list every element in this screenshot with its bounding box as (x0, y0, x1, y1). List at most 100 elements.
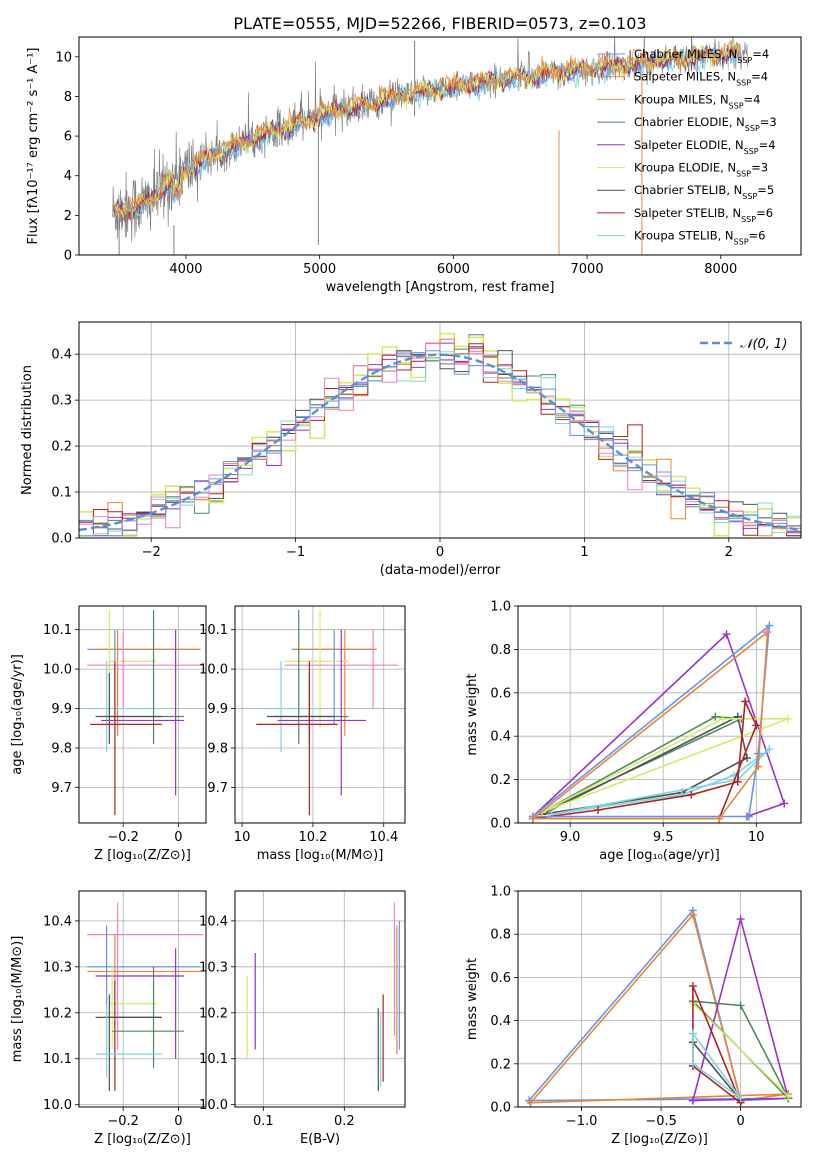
y-tick-label: 0.2 (490, 773, 511, 788)
weight-marker (733, 777, 742, 786)
y-tick-label: 6 (64, 130, 72, 145)
weight-marker (765, 621, 774, 630)
plot-area (525, 906, 793, 1107)
axes-massweight-vs-Z: −1.0 −0.5 0 0.0 0.2 0.4 0.6 0.8 1.0 Z [log₁₀(Z/Z⊙… (465, 885, 802, 1147)
x-tick-label: 1 (580, 545, 588, 560)
y-tick-label: 0.0 (490, 1101, 511, 1116)
axes-mass-vs-Z: −0.2 0 10.0 10.1 10.2 10.3 10.4 Z [log₁₀(Z/Z⊙)]… (10, 890, 207, 1147)
x-axis-label: age [log₁₀(age/yr)] (599, 848, 720, 863)
y-tick-label: 10.2 (199, 1006, 228, 1021)
x-tick-label: 4000 (169, 262, 202, 277)
plot-area (112, 37, 748, 255)
x-tick-label: 5000 (303, 262, 336, 277)
legend-label: Chabrier ELODIE, NSSP=3 (634, 115, 777, 133)
x-tick-label: 6000 (437, 262, 470, 277)
weight-line (692, 985, 743, 1106)
weight-line (528, 908, 789, 1102)
legend-label: Salpeter STELIB, NSSP=6 (634, 206, 773, 224)
y-tick-label: 1.0 (490, 600, 511, 615)
axes-mass-vs-EBV: 0.1 0.2 10.0 10.1 10.2 10.3 10.4 E(B-V) (199, 890, 406, 1147)
y-axis-label: mass [log₁₀(M/M⊙)] (10, 936, 25, 1063)
x-tick-label: −0.2 (107, 830, 139, 845)
x-tick-label: 10.2 (298, 830, 327, 845)
weight-marker (688, 1029, 697, 1038)
y-tick-label: 10.4 (43, 914, 72, 929)
legend-label: Kroupa STELIB, NSSP=6 (634, 229, 765, 247)
y-tick-label: 10.1 (43, 623, 72, 638)
y-tick-label: 0 (64, 249, 72, 264)
x-axis-label: Z [log₁₀(Z/Z⊙)] (94, 1132, 191, 1147)
weight-marker (736, 915, 745, 924)
weight-marker (761, 628, 770, 637)
weight-marker (765, 745, 774, 754)
y-axis-label: mass weight (465, 958, 480, 1040)
weight-marker (784, 1092, 793, 1101)
plot-area (87, 609, 204, 816)
weight-marker (736, 1094, 745, 1103)
weight-line (530, 913, 789, 1104)
x-axis-label: Z [log₁₀(Z/Z⊙)] (94, 848, 191, 863)
weight-marker (711, 712, 720, 721)
y-tick-label: 4 (64, 169, 72, 184)
y-tick-label: 10.1 (199, 623, 228, 638)
legend-label: Salpeter MILES, NSSP=4 (634, 70, 768, 88)
y-tick-label: 10.0 (43, 1098, 72, 1113)
y-tick-label: 2 (64, 209, 72, 224)
y-tick-label: 1.0 (490, 885, 511, 900)
y-axis-label: Normed distribution (20, 365, 35, 495)
weight-marker (688, 910, 697, 919)
x-axis-label: (data-model)/error (380, 563, 501, 578)
axes-frame (517, 605, 802, 824)
y-tick-label: 8 (64, 90, 72, 105)
x-tick-label: 9.5 (653, 830, 674, 845)
weight-marker (741, 697, 750, 706)
y-tick-label: 0.4 (490, 1014, 511, 1029)
plot-area (246, 902, 400, 1091)
x-tick-label: −1.0 (566, 1114, 598, 1129)
x-tick-label: 0 (174, 1114, 182, 1129)
y-tick-label: 10.2 (43, 1006, 72, 1021)
x-tick-label: 10.4 (369, 830, 398, 845)
plot-area (256, 609, 398, 816)
y-tick-label: 10 (55, 50, 72, 65)
y-tick-label: 9.7 (207, 781, 228, 796)
y-tick-label: 0.6 (490, 686, 511, 701)
x-tick-label: 0.1 (253, 1114, 274, 1129)
weight-marker (687, 790, 696, 799)
x-axis-label: E(B-V) (300, 1132, 340, 1147)
y-tick-label: 0.1 (51, 486, 72, 501)
x-tick-label: 10 (234, 830, 251, 845)
axes-massweight-vs-age: 9.0 9.5 10 0.0 0.2 0.4 0.6 0.8 1.0 age [log₁₀(age… (465, 600, 802, 863)
weight-marker (715, 814, 724, 823)
legend-label: Kroupa MILES, NSSP=4 (634, 92, 760, 110)
model-fit-line (113, 46, 741, 221)
y-tick-label: 0.3 (51, 394, 72, 409)
legend-label: Salpeter ELODIE, NSSP=4 (634, 138, 776, 156)
weight-line (692, 1033, 742, 1100)
x-tick-label: −1 (286, 545, 305, 560)
weight-line (532, 623, 771, 818)
legend-label: Chabrier MILES, NSSP=4 (634, 47, 769, 65)
weight-marker (688, 1096, 697, 1105)
axes-spectrum: 4000 5000 6000 7000 8000 0 2 4 6 8 10 wavelength [A… (26, 36, 802, 295)
weight-marker (752, 721, 761, 730)
axes-frame (78, 890, 207, 1108)
y-tick-label: 10.4 (199, 914, 228, 929)
weight-line (551, 748, 770, 816)
weight-marker (744, 812, 753, 821)
x-tick-label: 0.2 (334, 1114, 355, 1129)
weight-marker (783, 714, 792, 723)
x-tick-label: 7000 (571, 262, 604, 277)
spectrum-legend: Chabrier MILES, NSSP=4 Salpeter MILES, NS… (597, 47, 777, 246)
axes-age-vs-Z: −0.2 0 9.7 9.8 9.9 10.0 10.1 Z [log₁₀(Z/Z⊙)] age… (10, 605, 207, 863)
y-tick-label: 9.9 (207, 702, 228, 717)
weight-marker (528, 814, 537, 823)
y-tick-label: 0.8 (490, 643, 511, 658)
y-tick-label: 0.8 (490, 928, 511, 943)
y-tick-label: 9.8 (207, 742, 228, 757)
plot-area (79, 332, 801, 537)
y-tick-label: 9.8 (51, 742, 72, 757)
axes-residuals: −2 −1 0 1 2 0.0 0.1 0.2 0.3 0.4 (data-model)/error… (20, 321, 802, 578)
x-tick-label: 0 (174, 830, 182, 845)
x-axis-label: mass [log₁₀(M/M⊙)] (257, 848, 384, 863)
